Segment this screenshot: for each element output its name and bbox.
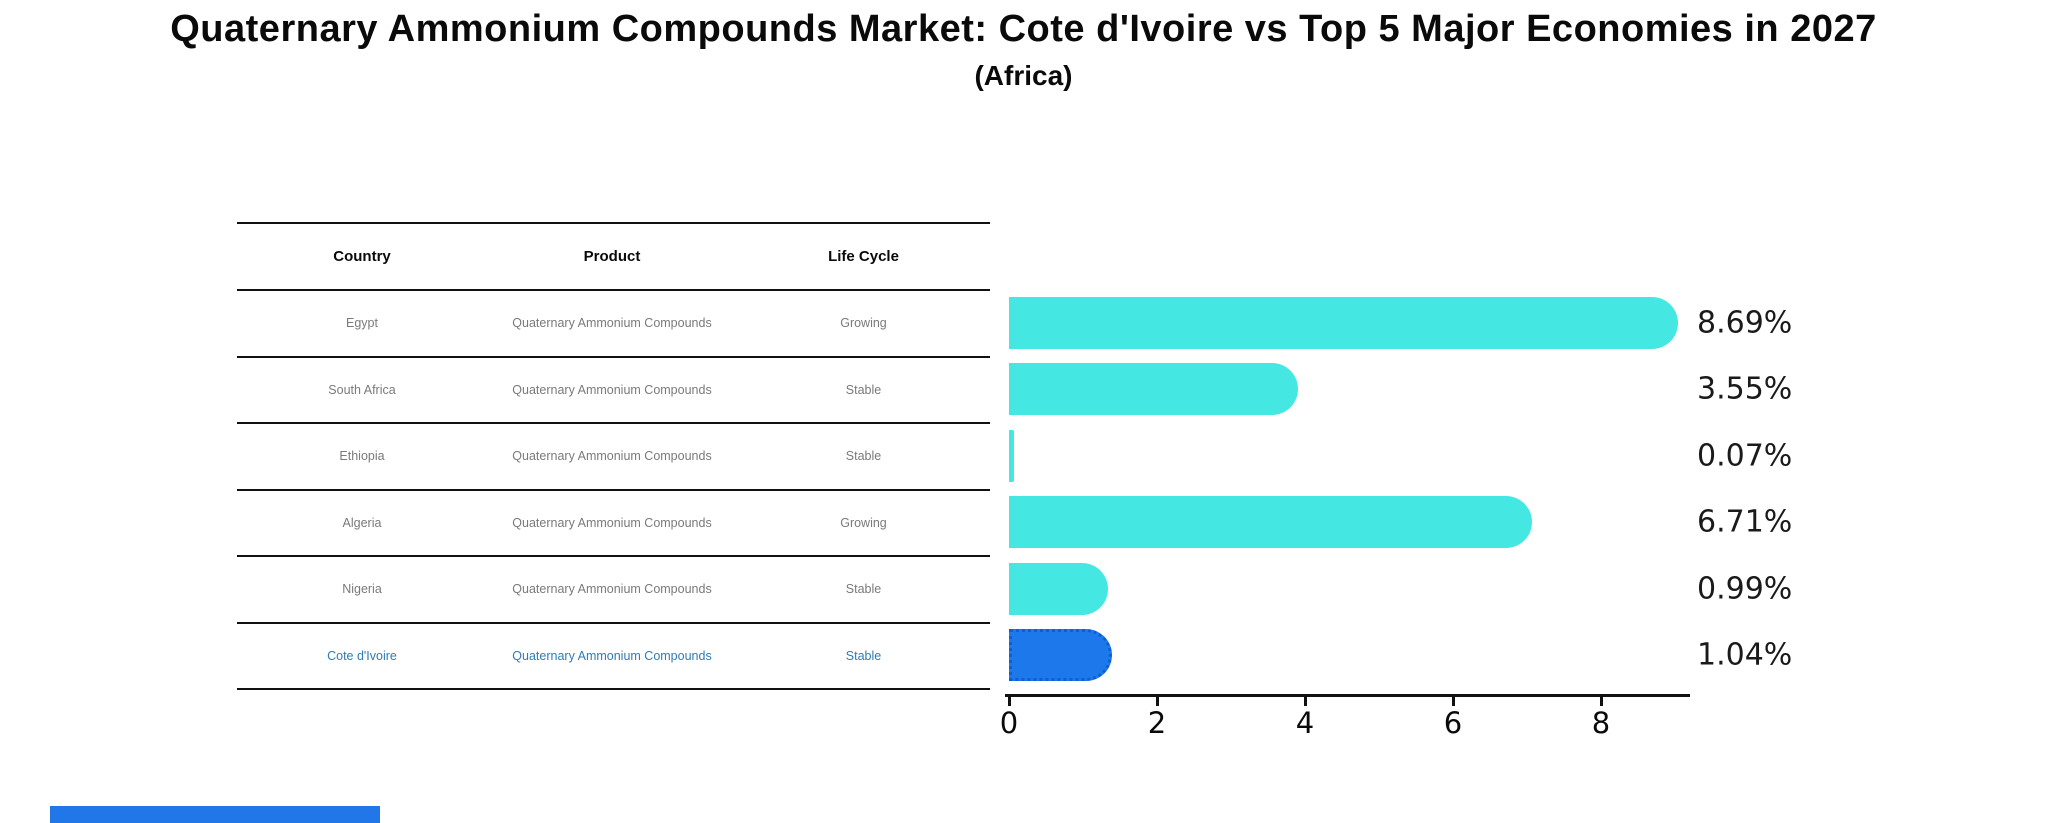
cell-life-cycle: Growing xyxy=(840,316,887,331)
cell-life-cycle: Stable xyxy=(845,382,882,397)
column-header-country: Country xyxy=(333,248,391,265)
column-header-life-cycle: Life Cycle xyxy=(828,248,899,265)
cell-country: South Africa xyxy=(328,382,396,397)
table-body: Egypt Quaternary Ammonium Compounds Growin… xyxy=(237,291,990,690)
value-label-algeria: 6.71% xyxy=(1697,504,1793,540)
value-label-cote-d-ivoire: 1.04% xyxy=(1697,637,1793,673)
cell-product: Quaternary Ammonium Compounds xyxy=(512,582,712,597)
value-label-egypt: 8.69% xyxy=(1697,305,1793,340)
x-tick-label-4: 4 xyxy=(1295,706,1315,740)
x-tick-mark-2 xyxy=(1155,697,1159,706)
table-row-south-africa: South Africa Quaternary Ammonium Compound… xyxy=(237,358,990,424)
bar-cote-d-ivoire xyxy=(1009,629,1112,681)
chart-title: Quaternary Ammonium Compounds Market: Co… xyxy=(170,8,1877,50)
country-table: Country Product Life Cycle Egypt Quaterna… xyxy=(237,222,990,690)
bar-algeria xyxy=(1009,496,1532,548)
x-tick-mark-0 xyxy=(1007,697,1011,706)
cell-life-cycle: Stable xyxy=(845,582,882,597)
x-tick-label-2: 2 xyxy=(1147,706,1167,740)
table-row-egypt: Egypt Quaternary Ammonium Compounds Growin… xyxy=(237,291,990,358)
value-label-ethiopia: 0.07% xyxy=(1697,438,1793,473)
bar-south-africa xyxy=(1009,363,1298,415)
value-label-nigeria: 0.99% xyxy=(1697,571,1793,606)
cell-product: Quaternary Ammonium Compounds xyxy=(512,515,712,530)
bar-egypt xyxy=(1009,296,1679,349)
cell-country: Ethiopia xyxy=(339,449,385,464)
cell-country: Nigeria xyxy=(342,582,382,597)
x-tick-label-8: 8 xyxy=(1591,706,1611,740)
bottom-accent-bar xyxy=(50,806,380,823)
cell-product: Quaternary Ammonium Compounds xyxy=(512,316,712,331)
bar-ethiopia xyxy=(1009,429,1015,482)
cell-life-cycle: Growing xyxy=(840,515,887,530)
table-row-algeria: Algeria Quaternary Ammonium Compounds Grow… xyxy=(237,491,990,557)
cell-country: Cote d'Ivoire xyxy=(327,648,397,663)
value-label-south-africa: 3.55% xyxy=(1697,371,1793,407)
table-row-nigeria: Nigeria Quaternary Ammonium Compounds Stab… xyxy=(237,557,990,624)
cell-country: Algeria xyxy=(342,515,382,530)
cell-life-cycle: Stable xyxy=(845,648,882,663)
cell-product: Quaternary Ammonium Compounds xyxy=(512,648,712,663)
column-header-product: Product xyxy=(583,248,641,265)
table-header-row: Country Product Life Cycle xyxy=(237,224,990,291)
table-row-cote-d-ivoire: Cote d'Ivoire Quaternary Ammonium Compoun… xyxy=(237,624,990,690)
table-row-ethiopia: Ethiopia Quaternary Ammonium Compounds Sta… xyxy=(237,424,990,491)
x-tick-label-0: 0 xyxy=(999,706,1019,740)
cell-product: Quaternary Ammonium Compounds xyxy=(512,449,712,464)
cell-life-cycle: Stable xyxy=(845,449,882,464)
chart-subtitle: (Africa) xyxy=(974,60,1073,91)
x-tick-label-6: 6 xyxy=(1443,706,1463,740)
x-tick-mark-6 xyxy=(1451,697,1455,706)
x-axis-line xyxy=(1005,694,1690,697)
x-tick-mark-8 xyxy=(1599,697,1603,706)
cell-product: Quaternary Ammonium Compounds xyxy=(512,382,712,397)
x-tick-mark-4 xyxy=(1303,697,1307,706)
bar-nigeria xyxy=(1009,562,1109,615)
cell-country: Egypt xyxy=(346,316,378,331)
